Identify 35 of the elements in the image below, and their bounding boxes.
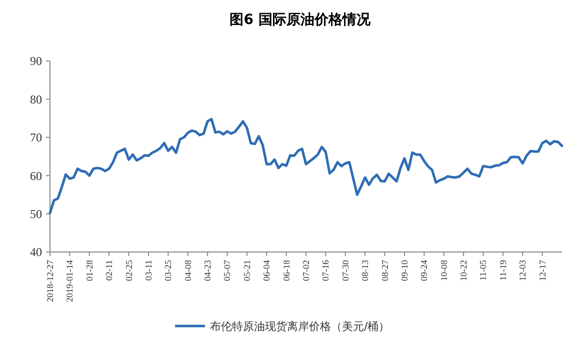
y-tick-label: 70 xyxy=(30,130,42,145)
x-tick-label: 09-10 xyxy=(399,260,410,281)
y-tick-label: 40 xyxy=(30,245,42,260)
x-tick-label: 04-08 xyxy=(182,260,193,281)
x-tick-label: 08-13 xyxy=(360,260,370,281)
x-tick-label: 2018-12-27 xyxy=(45,260,55,302)
x-tick-label: 10-22 xyxy=(458,260,469,281)
y-tick-label: 50 xyxy=(30,207,42,221)
x-tick-label: 02-25 xyxy=(124,260,134,281)
x-tick-label: 01-28 xyxy=(84,260,94,281)
x-tick-label: 11-05 xyxy=(478,260,488,281)
line-series xyxy=(48,118,564,214)
legend-label: 布伦特原油现货离岸价格（美元/桶） xyxy=(210,320,390,333)
y-tick-label: 60 xyxy=(30,168,42,183)
x-tick-label: 06-18 xyxy=(281,260,292,281)
x-tick-label: 07-30 xyxy=(340,260,350,281)
x-tick-label: 08-27 xyxy=(380,260,390,281)
x-tick-label: 05-07 xyxy=(222,260,232,281)
x-tick-label: 04-23 xyxy=(202,260,213,281)
y-tick-label: 80 xyxy=(30,92,42,106)
x-tick-label: 12-17 xyxy=(537,260,548,281)
x-tick-label: 02-11 xyxy=(104,260,114,281)
x-tick-label: 10-08 xyxy=(438,260,449,281)
x-tick-label: 03-25 xyxy=(163,260,174,281)
x-tick-label: 07-16 xyxy=(320,260,331,281)
x-tick-label: 05-21 xyxy=(242,260,252,281)
x-tick-label: 09-24 xyxy=(419,260,430,281)
y-tick-label: 90 xyxy=(30,54,42,68)
x-tick-label: 06-04 xyxy=(262,260,272,281)
x-tick-label: 11-19 xyxy=(498,260,508,281)
chart-title: 图6 国际原油价格情况 xyxy=(230,12,372,28)
x-tick-label: 03-11 xyxy=(143,260,154,281)
x-tick-label: 2019-01-14 xyxy=(64,260,75,302)
x-tick-label: 07-02 xyxy=(301,260,311,281)
x-tick-label: 12-03 xyxy=(518,260,528,281)
